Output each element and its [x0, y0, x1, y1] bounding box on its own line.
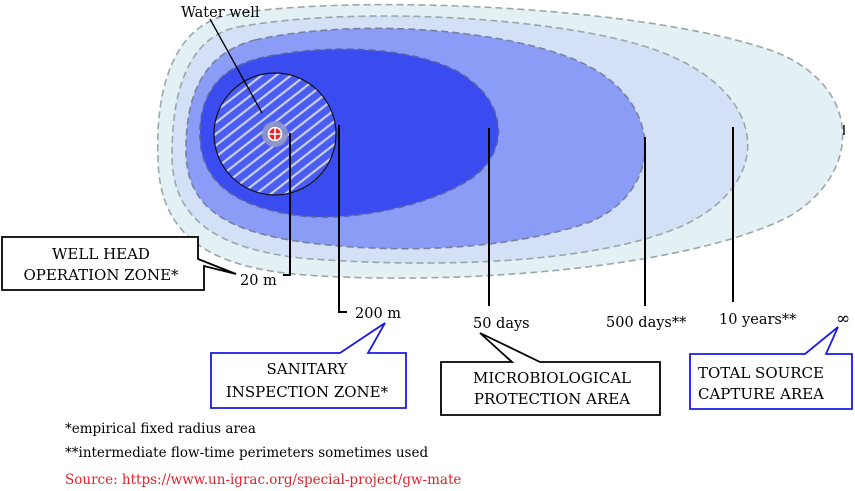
- sanitary-callout-line1: SANITARY: [267, 360, 349, 378]
- travel-10years-label: 10 years**: [719, 312, 797, 328]
- sanitary-callout-box: [210, 322, 407, 409]
- marker-20m: [283, 133, 291, 276]
- travel-50days-label: 50 days: [473, 316, 530, 332]
- wellhead-callout-line2: OPERATION ZONE*: [23, 266, 179, 284]
- microbio-callout-line2: PROTECTION AREA: [474, 390, 630, 408]
- footnote-empirical: *empirical fixed radius area: [65, 421, 256, 437]
- infinity-label: ∞: [836, 309, 850, 329]
- wellhead-callout-box: [1, 236, 237, 291]
- capture-callout-box: [689, 326, 853, 410]
- water-well-label: Water well: [181, 5, 260, 21]
- microbio-callout-line1: MICROBIOLOGICAL: [473, 369, 631, 387]
- microbio-callout-box: [440, 332, 661, 416]
- radius-markers: [283, 125, 734, 313]
- source-link[interactable]: Source: https://www.un-igrac.org/special…: [65, 472, 462, 488]
- radius-20m-label: 20 m: [240, 273, 277, 289]
- water-well-marker: [262, 121, 288, 147]
- sanitary-callout-line2: INSPECTION ZONE*: [226, 383, 389, 401]
- marker-200m: [338, 125, 347, 313]
- radius-200m-label: 200 m: [355, 306, 401, 322]
- capture-callout-line2: CAPTURE AREA: [698, 385, 824, 403]
- water-well-pointer: [209, 18, 263, 114]
- travel-500days-label: 500 days**: [606, 315, 687, 331]
- footnote-intermediate: **intermediate flow-time perimeters some…: [65, 445, 429, 461]
- wellhead-callout-line1: WELL HEAD: [52, 245, 150, 263]
- capture-callout-line1: TOTAL SOURCE: [698, 364, 824, 382]
